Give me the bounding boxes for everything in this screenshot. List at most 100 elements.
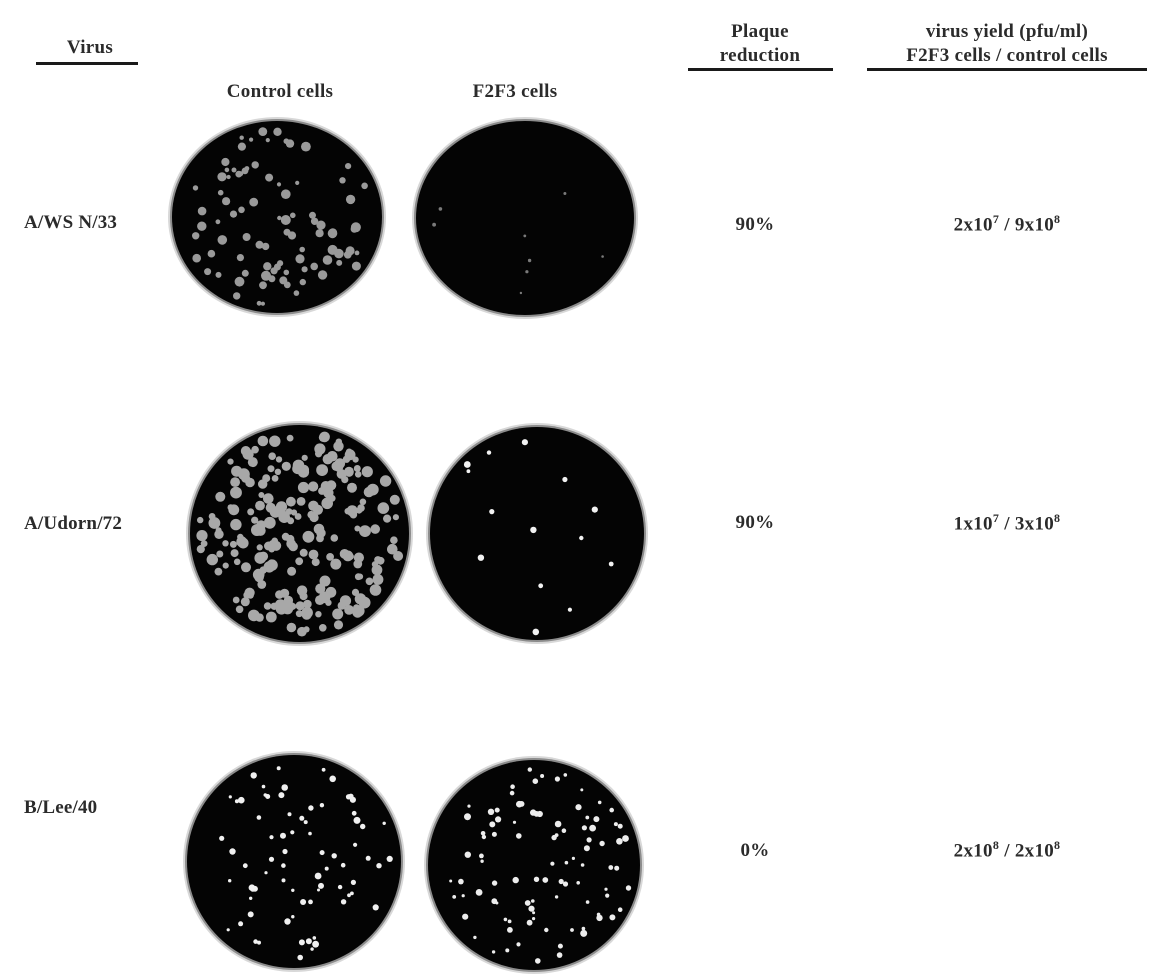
plaque-spot [372,574,384,585]
plaque-spot [241,269,249,277]
plaque-spot [274,468,282,475]
plaque-spot [258,492,265,498]
plaque-spot [345,468,353,476]
plaque-spot [330,534,339,542]
plaque-spot [295,180,300,185]
plaque-spot [361,182,368,190]
plaque-spot [609,807,614,813]
plaque-spot [354,250,360,256]
plaque-spot [349,510,358,519]
plaque-spot [214,529,224,539]
plaque-spot [254,552,267,564]
plaque-spot [359,525,371,537]
plaque-spot [605,893,610,898]
plaque-spot [524,900,531,906]
plaque-spot [339,549,350,559]
plaque-spot [284,918,291,925]
plaque-spot [268,856,275,862]
plaque-spot [333,441,344,452]
plaque-spot [264,871,268,875]
plaque-spot [250,772,257,779]
plaque-spot [359,498,367,506]
header-plaque-line1: Plaque [731,21,789,42]
plaque-spot [326,553,334,561]
plaque-spot [290,212,296,219]
plaque-spot [521,439,528,446]
plaque-spot [236,254,244,262]
plaque-spot [260,301,265,306]
plaque-reduction-value: 90% [735,512,775,533]
header-plaque-underline [688,68,833,71]
plaque-spot [275,456,283,463]
yield-f2f3-mantissa: 2x10 [953,214,993,236]
plaque-spot [585,900,590,904]
plaque-spot [383,514,392,523]
plaque-spot [297,481,310,494]
plaque-spot [280,832,286,839]
plaque-spot [232,596,240,604]
plaque-spot [596,914,603,922]
plaque-spot [360,823,366,830]
plaque-spot [317,270,328,280]
plaque-spot [343,250,352,259]
plaque-spot [379,475,392,487]
plaque-spot [256,520,266,530]
plaque-spot [617,823,623,829]
plaque-spot [278,792,285,799]
plaque-spot [327,244,338,255]
plaque-spot [251,161,259,169]
plaque-spot [331,853,337,859]
plaque-spot [295,557,304,566]
plaque-spot [230,486,242,499]
plaque-spot [259,281,267,290]
plaque-spot [449,879,453,883]
plaque-spot [489,821,496,828]
plaque-spot [298,939,305,946]
header-virus: Virus [66,37,114,58]
plaque-spot [281,189,291,199]
plaque-spot [291,915,295,919]
plate-svg [432,192,604,295]
plaque-spot [550,861,555,866]
plaque-spot [261,242,270,251]
plaque-spot [591,506,598,513]
plaque-spot [608,561,614,567]
plaque-spot [491,880,498,886]
plaque-spot [230,477,240,487]
plaque-spot [365,855,371,861]
plate-f2f3-row-3 [428,760,640,970]
plaque-spot [516,833,522,839]
yield-f2f3-exponent: 7 [992,212,1000,226]
plaque-spot [257,580,267,589]
plaque-spot [233,558,241,566]
plaque-spot [544,927,549,933]
plaque-spot [322,454,333,465]
plaque-spot [281,863,286,868]
plaque-spot [351,588,360,596]
plaque-spot [235,605,244,614]
plaque-spot [349,796,356,803]
plaque-spot [290,509,298,516]
plaque-spot [586,837,592,843]
plaque-spot [242,233,251,241]
plaque-spot [299,548,308,557]
plaque-spot [303,599,312,609]
plaque-spot [350,891,354,896]
plaque-spot [589,824,596,832]
plaque-spot [580,929,588,937]
plaque-spot [315,229,324,238]
plaque-spot [491,831,497,837]
plaque-spot [292,463,303,475]
virus-yield-value: 1x107 / 3x108 [867,511,1147,535]
plaque-spot [237,142,246,151]
plaque-spot [286,496,296,507]
plaque-spot [230,549,239,558]
plaque-spot [339,595,352,607]
plaque-spot [308,899,313,905]
plaque-spot [214,567,223,576]
plaque-spot [255,613,264,622]
plaque-spot [461,894,465,898]
plaque-spot [601,255,604,258]
plaque-spot [563,773,568,777]
